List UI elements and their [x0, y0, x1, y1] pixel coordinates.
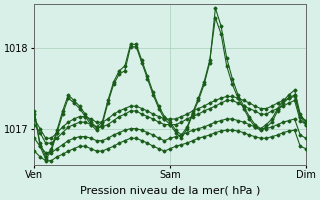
X-axis label: Pression niveau de la mer( hPa ): Pression niveau de la mer( hPa ): [80, 186, 260, 196]
